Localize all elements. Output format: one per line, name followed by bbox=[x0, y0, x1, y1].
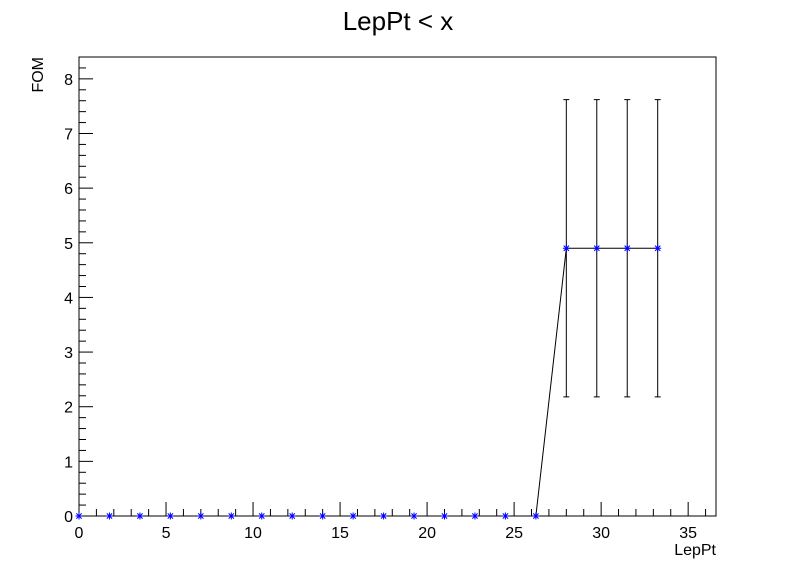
y-tick-label: 0 bbox=[64, 509, 73, 526]
x-tick-label: 10 bbox=[244, 525, 262, 542]
data-point bbox=[562, 244, 570, 252]
data-point bbox=[593, 244, 601, 252]
y-axis-label: FOM bbox=[30, 57, 47, 93]
data-point bbox=[349, 512, 357, 520]
data-point bbox=[288, 512, 296, 520]
data-point bbox=[258, 512, 266, 520]
x-tick-label: 25 bbox=[505, 525, 523, 542]
data-point bbox=[501, 512, 509, 520]
chart-title: LepPt < x bbox=[343, 6, 454, 36]
data-point bbox=[471, 512, 479, 520]
x-axis-label: LepPt bbox=[674, 542, 716, 559]
data-point bbox=[227, 512, 235, 520]
data-point bbox=[197, 512, 205, 520]
data-point bbox=[75, 512, 83, 520]
y-tick-label: 8 bbox=[64, 72, 73, 89]
data-point bbox=[654, 244, 662, 252]
x-tick-label: 0 bbox=[75, 525, 84, 542]
series-layer bbox=[75, 99, 662, 520]
y-tick-label: 6 bbox=[64, 181, 73, 198]
data-point bbox=[105, 512, 113, 520]
series-line bbox=[79, 247, 658, 517]
x-tick-label: 20 bbox=[418, 525, 436, 542]
data-point bbox=[532, 512, 540, 520]
x-tick-label: 5 bbox=[162, 525, 171, 542]
y-tick-label: 5 bbox=[64, 236, 73, 253]
data-point bbox=[136, 512, 144, 520]
plot-frame bbox=[78, 56, 717, 517]
data-point bbox=[623, 244, 631, 252]
y-tick-label: 2 bbox=[64, 400, 73, 417]
x-axis: 0 5 10 15 20 25 30 35 bbox=[75, 502, 707, 542]
x-tick-label: 15 bbox=[331, 525, 349, 542]
x-tick-label: 30 bbox=[592, 525, 610, 542]
data-point bbox=[410, 512, 418, 520]
y-tick-label: 1 bbox=[64, 454, 73, 471]
y-tick-label: 3 bbox=[64, 345, 73, 362]
y-tick-label: 7 bbox=[64, 127, 73, 144]
data-point bbox=[319, 512, 327, 520]
x-tick-label: 35 bbox=[679, 525, 697, 542]
data-point bbox=[166, 512, 174, 520]
data-point bbox=[440, 512, 448, 520]
y-tick-label: 4 bbox=[64, 290, 73, 307]
data-point bbox=[380, 512, 388, 520]
